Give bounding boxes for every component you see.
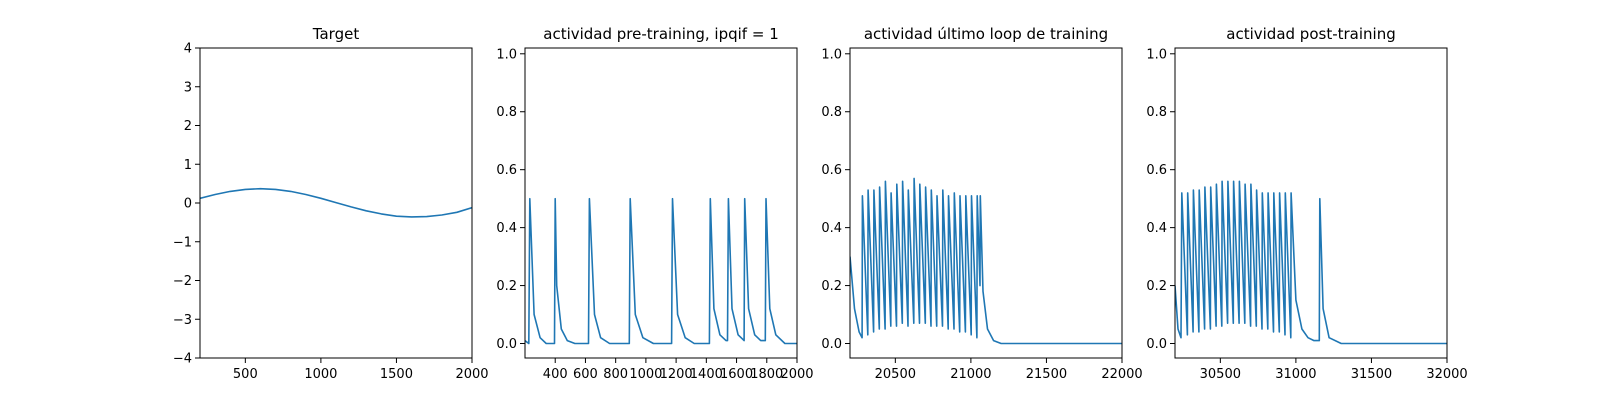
x-tick-label: 1400	[690, 367, 723, 382]
y-tick-label: −4	[173, 352, 192, 367]
y-tick-label: 0.8	[821, 105, 842, 120]
y-tick-label: 0.4	[496, 221, 517, 236]
x-tick-label: 32000	[1426, 367, 1467, 382]
y-tick-label: 0.6	[1146, 163, 1167, 178]
series-line	[525, 197, 797, 345]
x-tick-label: 1600	[720, 367, 753, 382]
series-line	[200, 187, 472, 218]
series-line	[850, 177, 1122, 345]
x-tick-label: 800	[603, 367, 628, 382]
chart-title: actividad último loop de training	[864, 25, 1108, 43]
chart-panel-1: 500 1000 1500 2000 −4 −3 −2 −1 0 1 2 3 4 Target	[173, 25, 489, 382]
x-tick-label: 1000	[629, 367, 662, 382]
x-tick-label: 1500	[380, 367, 413, 382]
y-tick-label: 4	[184, 42, 192, 57]
y-tick-label: 0.0	[496, 337, 517, 352]
x-tick-label: 20500	[875, 367, 916, 382]
x-tick-label: 22000	[1101, 367, 1142, 382]
plot-frame	[524, 47, 798, 359]
y-tick-label: 0.2	[1146, 279, 1167, 294]
x-tick-label: 1200	[660, 367, 693, 382]
y-tick-label: 1.0	[1146, 47, 1167, 62]
y-tick-label: 0.4	[821, 221, 842, 236]
y-tick-label: 0.6	[821, 163, 842, 178]
x-tick-label: 31500	[1351, 367, 1392, 382]
y-tick-label: 1	[184, 158, 192, 173]
chart-title: actividad post-training	[1226, 25, 1395, 43]
x-tick-label: 31000	[1275, 367, 1316, 382]
y-tick-label: 2	[184, 119, 192, 134]
y-tick-label: 3	[184, 80, 192, 95]
chart-title: Target	[312, 25, 360, 43]
x-tick-label: 500	[233, 367, 258, 382]
x-tick-label: 2000	[455, 367, 488, 382]
y-tick-label: 0.2	[496, 279, 517, 294]
y-tick-label: 1.0	[496, 47, 517, 62]
x-tick-label: 600	[573, 367, 598, 382]
x-tick-label: 1000	[304, 367, 337, 382]
y-tick-label: 0.8	[1146, 105, 1167, 120]
plot-frame	[849, 47, 1123, 359]
x-tick-label: 30500	[1200, 367, 1241, 382]
y-tick-label: 0.0	[821, 337, 842, 352]
y-tick-label: 0.8	[496, 105, 517, 120]
y-tick-label: 0	[184, 197, 192, 212]
x-tick-label: 1800	[750, 367, 783, 382]
x-tick-label: 2000	[780, 367, 813, 382]
y-tick-label: 0.6	[496, 163, 517, 178]
y-tick-label: 1.0	[821, 47, 842, 62]
chart-panel-3: 20500 21000 21500 22000 0.0 0.2 0.4 0.6 0.8 1.0 ac…	[821, 25, 1142, 382]
y-tick-label: 0.4	[1146, 221, 1167, 236]
x-tick-label: 400	[543, 367, 568, 382]
y-tick-label: −1	[173, 235, 192, 250]
y-tick-label: −3	[173, 313, 192, 328]
series-line	[1175, 180, 1447, 345]
chart-title: actividad pre-training, ipqif = 1	[543, 25, 779, 43]
x-tick-label: 21500	[1026, 367, 1067, 382]
x-tick-label: 21000	[950, 367, 991, 382]
y-tick-label: −2	[173, 274, 192, 289]
y-tick-label: 0.0	[1146, 337, 1167, 352]
chart-panel-4: 30500 31000 31500 32000 0.0 0.2 0.4 0.6 0.8 1.0 ac…	[1146, 25, 1467, 382]
y-tick-label: 0.2	[821, 279, 842, 294]
plot-frame	[1174, 47, 1448, 359]
